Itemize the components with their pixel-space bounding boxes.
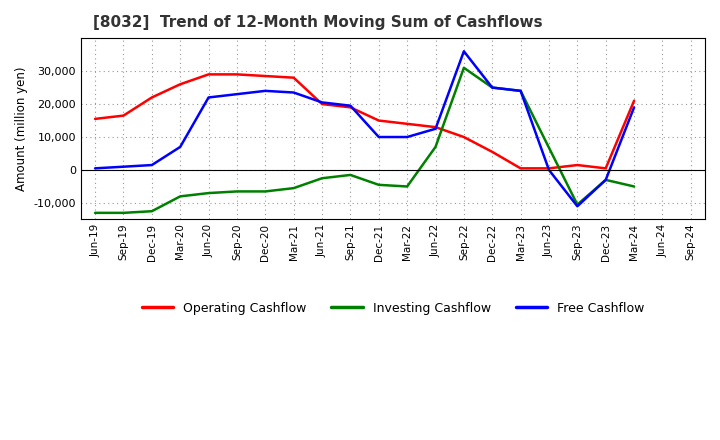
Free Cashflow bbox=[573, 204, 582, 209]
Operating Cashflow bbox=[346, 105, 355, 110]
Investing Cashflow bbox=[346, 172, 355, 178]
Operating Cashflow bbox=[289, 75, 298, 81]
Free Cashflow bbox=[119, 164, 127, 169]
Investing Cashflow bbox=[289, 186, 298, 191]
Operating Cashflow bbox=[148, 95, 156, 100]
Free Cashflow bbox=[544, 167, 553, 172]
Free Cashflow bbox=[289, 90, 298, 95]
Operating Cashflow bbox=[630, 98, 639, 103]
Free Cashflow bbox=[601, 177, 610, 183]
Line: Free Cashflow: Free Cashflow bbox=[95, 51, 634, 206]
Free Cashflow bbox=[431, 126, 440, 132]
Operating Cashflow bbox=[374, 118, 383, 123]
Operating Cashflow bbox=[516, 166, 525, 171]
Free Cashflow bbox=[516, 88, 525, 94]
Operating Cashflow bbox=[488, 149, 497, 154]
Line: Operating Cashflow: Operating Cashflow bbox=[95, 74, 634, 169]
Free Cashflow bbox=[176, 144, 184, 150]
Free Cashflow bbox=[204, 95, 213, 100]
Operating Cashflow bbox=[318, 101, 326, 106]
Text: [8032]  Trend of 12-Month Moving Sum of Cashflows: [8032] Trend of 12-Month Moving Sum of C… bbox=[94, 15, 543, 30]
Operating Cashflow bbox=[119, 113, 127, 118]
Legend: Operating Cashflow, Investing Cashflow, Free Cashflow: Operating Cashflow, Investing Cashflow, … bbox=[142, 302, 644, 315]
Line: Investing Cashflow: Investing Cashflow bbox=[95, 68, 634, 213]
Operating Cashflow bbox=[573, 162, 582, 168]
Y-axis label: Amount (million yen): Amount (million yen) bbox=[15, 66, 28, 191]
Investing Cashflow bbox=[261, 189, 269, 194]
Operating Cashflow bbox=[601, 166, 610, 171]
Free Cashflow bbox=[91, 166, 99, 171]
Investing Cashflow bbox=[148, 209, 156, 214]
Investing Cashflow bbox=[573, 202, 582, 207]
Investing Cashflow bbox=[459, 65, 468, 70]
Investing Cashflow bbox=[601, 177, 610, 183]
Investing Cashflow bbox=[233, 189, 241, 194]
Free Cashflow bbox=[261, 88, 269, 94]
Investing Cashflow bbox=[318, 176, 326, 181]
Investing Cashflow bbox=[431, 144, 440, 150]
Free Cashflow bbox=[346, 103, 355, 108]
Free Cashflow bbox=[148, 162, 156, 168]
Investing Cashflow bbox=[119, 210, 127, 216]
Investing Cashflow bbox=[204, 191, 213, 196]
Free Cashflow bbox=[630, 105, 639, 110]
Investing Cashflow bbox=[630, 184, 639, 189]
Operating Cashflow bbox=[459, 134, 468, 139]
Free Cashflow bbox=[233, 92, 241, 97]
Investing Cashflow bbox=[488, 85, 497, 90]
Free Cashflow bbox=[459, 49, 468, 54]
Operating Cashflow bbox=[176, 82, 184, 87]
Free Cashflow bbox=[374, 134, 383, 139]
Operating Cashflow bbox=[91, 116, 99, 121]
Free Cashflow bbox=[402, 134, 411, 139]
Investing Cashflow bbox=[402, 184, 411, 189]
Operating Cashflow bbox=[233, 72, 241, 77]
Investing Cashflow bbox=[176, 194, 184, 199]
Operating Cashflow bbox=[261, 73, 269, 79]
Investing Cashflow bbox=[374, 182, 383, 187]
Free Cashflow bbox=[318, 100, 326, 105]
Free Cashflow bbox=[488, 85, 497, 90]
Operating Cashflow bbox=[204, 72, 213, 77]
Investing Cashflow bbox=[516, 88, 525, 94]
Investing Cashflow bbox=[91, 210, 99, 216]
Operating Cashflow bbox=[544, 166, 553, 171]
Operating Cashflow bbox=[431, 125, 440, 130]
Operating Cashflow bbox=[402, 121, 411, 126]
